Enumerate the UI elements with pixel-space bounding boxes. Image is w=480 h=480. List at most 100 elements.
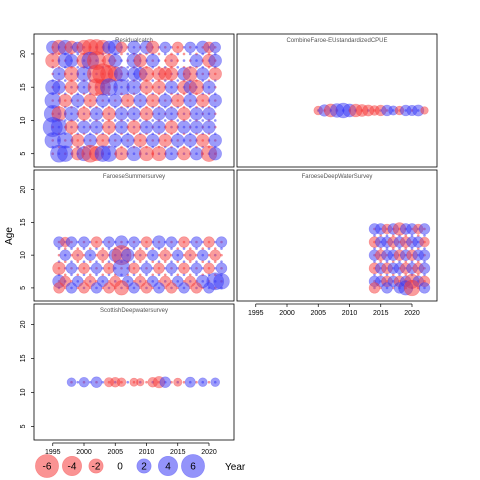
residual-dot [201,266,205,270]
residual-dot [391,286,395,290]
residual-dot [70,253,73,257]
residual-dot [63,79,67,82]
residual-dot [57,253,61,257]
residual-bubble [202,80,216,94]
y-axis: 5 10 15 20 [20,320,34,428]
residual-bubble [189,53,204,68]
residual-dot [176,247,180,250]
residual-bubble [121,133,135,148]
legend-bubble [61,455,82,476]
residual-dot [423,234,426,237]
residual-dot [88,266,92,270]
residual-bubble [184,376,196,388]
residual-bubble [159,41,171,53]
residual-dot [76,273,80,277]
residual-bubble [197,249,209,261]
residual-bubble [64,120,79,134]
x-axis-label: Year [225,462,246,473]
y-tick-label: 10 [20,388,27,396]
residual-bubble [172,41,184,53]
residual-dot [57,247,61,250]
residual-dot [95,253,98,257]
residual-bubble [196,133,210,148]
residual-dot [201,260,205,264]
residual-dot [151,273,155,277]
residual-dot [182,280,186,283]
bubbles [52,235,230,296]
residual-dot [101,380,105,384]
axes: 5 10 15 20 5 10 15 20 5 10 15 20 1995 2000 2005 2010 201… [20,50,420,456]
y-tick-label: 15 [20,83,27,91]
residual-dot [145,380,148,384]
residual-bubble [164,67,179,81]
residual-bubble [196,93,210,108]
residual-bubble [158,93,172,108]
residual-bubble [65,236,78,248]
residual-dot [182,247,186,250]
residual-bubble [177,107,191,121]
residual-bubble [153,262,165,274]
residual-bubble [139,66,154,82]
residual-bubble [97,249,109,261]
residual-dot [82,260,86,264]
residual-bubble [183,93,197,108]
residual-dot [182,273,186,277]
residual-dot [138,286,142,290]
residual-bubble [208,67,222,81]
residual-dot [170,273,173,277]
legend-label: -6 [43,462,52,473]
residual-dot [101,266,105,270]
residual-dot [188,119,192,122]
residual-bubble [127,107,141,121]
residual-dot [170,253,173,257]
residual-dot [138,247,142,250]
legend-label: -2 [92,462,101,473]
residual-dot [176,286,180,290]
residual-dot [404,273,408,277]
residual-dot [70,247,73,250]
residual-dot [398,273,401,277]
legend-item: -2 [88,458,104,474]
residual-dot [423,247,426,250]
residual-bubble [164,53,179,68]
residual-bubble [146,53,160,68]
residual-dot [373,247,376,250]
residual-dot [163,247,167,250]
legend-label: 0 [117,462,123,473]
residual-bubble [152,107,166,121]
residual-dot [195,247,198,250]
bubbles [368,222,431,297]
residual-dot [379,286,383,290]
residual-dot [195,253,198,257]
residual-dot [404,260,408,264]
residual-dot [163,260,167,264]
panel-frame [33,33,235,168]
residual-dot [385,273,389,277]
residual-dot [163,273,167,277]
y-tick-label: 15 [20,354,27,362]
residual-dot [163,119,167,122]
residual-dot [170,46,173,49]
residual-dot [176,65,180,69]
residual-bubble [208,147,222,161]
residual-dot [213,260,217,264]
residual-dot [101,247,105,250]
residual-bubble [152,120,166,134]
residual-dot [176,260,180,264]
y-tick-label: 15 [20,218,27,226]
residual-dot [88,260,92,264]
residual-dot [88,273,92,277]
panel-title: FaroeseSummersurvey [103,174,165,180]
residual-bubble [210,377,220,387]
legend-item: 2 [136,458,152,474]
residual-bubble [115,41,128,53]
panel-3: FaroeseSummersurvey [33,169,235,302]
legend-label: 6 [190,462,196,473]
residual-bubble [165,262,178,274]
residual-dot [70,145,73,149]
residual-dot [120,52,123,56]
residual-dot [95,247,98,250]
residual-bubble [65,262,78,274]
residual-dot [151,79,155,82]
